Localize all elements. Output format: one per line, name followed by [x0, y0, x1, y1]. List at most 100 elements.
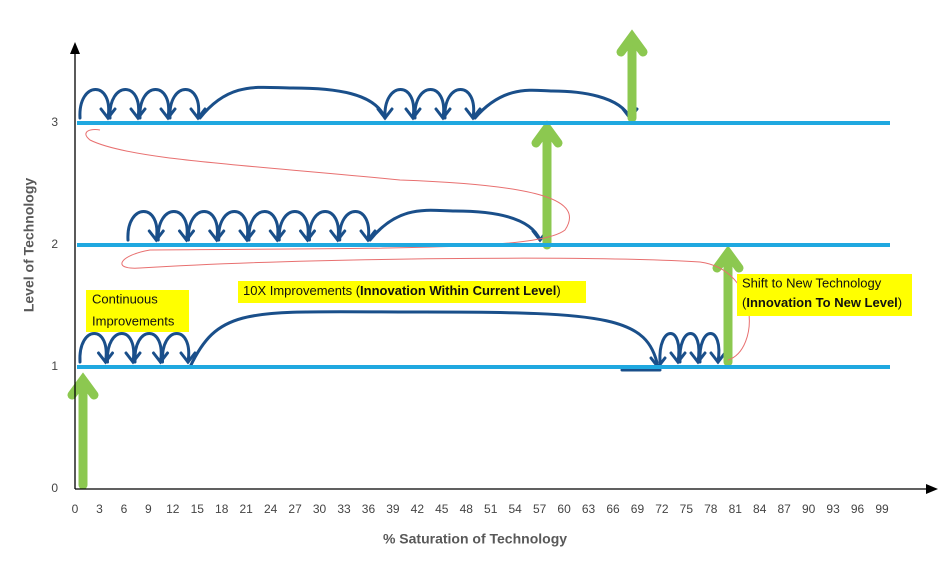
x-tick-label: 90	[802, 502, 816, 516]
arrow	[473, 88, 632, 120]
arrow	[186, 210, 219, 242]
x-tick-label: 66	[606, 502, 620, 516]
x-tick-label: 15	[191, 502, 205, 516]
x-tick-label: 24	[264, 502, 278, 516]
x-tick-label: 42	[411, 502, 425, 516]
arrow	[307, 210, 340, 242]
x-tick-label: 12	[166, 502, 180, 516]
arrow	[413, 88, 446, 120]
annotation-part: Innovation To New Level	[746, 295, 897, 310]
x-tick-label: 75	[680, 502, 694, 516]
annotation: Shift to New Technology	[742, 275, 882, 290]
arrow	[268, 229, 286, 243]
x-tick-label: 84	[753, 502, 767, 516]
arrow	[124, 351, 142, 365]
y-axis-arrow	[70, 42, 80, 54]
x-tick-label: 9	[145, 502, 152, 516]
arrow	[669, 351, 687, 365]
y-tick-label: 0	[51, 481, 58, 495]
x-tick-label: 39	[386, 502, 400, 516]
arrow	[247, 210, 280, 242]
arrow	[368, 208, 542, 242]
y-tick-label: 3	[51, 115, 58, 129]
x-tick-label: 81	[729, 502, 743, 516]
x-axis-title: % Saturation of Technology	[383, 531, 567, 547]
arrow	[383, 88, 416, 120]
y-tick-label: 1	[51, 359, 58, 373]
arrow	[105, 332, 136, 364]
x-tick-label: 57	[533, 502, 547, 516]
arrow	[359, 229, 377, 243]
arrow	[78, 332, 108, 364]
arrow	[108, 88, 141, 120]
arrow	[97, 351, 114, 365]
arrow	[531, 120, 563, 148]
x-tick-label: 93	[826, 502, 840, 516]
arrow	[616, 29, 648, 57]
arrow	[709, 351, 727, 365]
arrow	[329, 229, 347, 243]
arrow	[689, 351, 707, 365]
x-tick-label: 69	[631, 502, 645, 516]
highlight	[86, 290, 189, 332]
x-tick-label: 54	[509, 502, 523, 516]
arrow	[85, 129, 750, 361]
y-axis-title: Level of Technology	[21, 178, 37, 313]
arrow	[147, 229, 165, 243]
arrow	[208, 229, 226, 243]
arrow	[712, 245, 744, 273]
x-tick-label: 48	[460, 502, 474, 516]
arrow	[217, 210, 250, 242]
arrow	[126, 210, 159, 242]
x-axis-arrow	[926, 484, 938, 494]
arrow	[129, 107, 147, 121]
x-tick-label: 87	[778, 502, 792, 516]
arrow	[168, 88, 201, 120]
arrow	[179, 351, 197, 365]
x-tick-label: 18	[215, 502, 229, 516]
arrow	[464, 107, 482, 121]
x-tick-label: 6	[121, 502, 128, 516]
x-tick-label: 33	[337, 502, 351, 516]
arrow	[404, 107, 422, 121]
y-tick-label: 2	[51, 237, 58, 251]
annotation-part: Innovation Within Current Level	[360, 283, 556, 298]
annotation-part: (	[742, 295, 747, 310]
arrow	[277, 210, 310, 242]
arrow	[178, 229, 195, 243]
arrow	[238, 229, 256, 243]
arrow	[78, 88, 111, 120]
x-tick-label: 0	[72, 502, 79, 516]
arrow	[434, 107, 452, 121]
x-tick-label: 99	[875, 502, 889, 516]
annotation: (Innovation To New Level)	[742, 295, 902, 310]
x-tick-label: 72	[655, 502, 669, 516]
x-tick-label: 60	[557, 502, 571, 516]
x-tick-label: 63	[582, 502, 596, 516]
annotation-part: 10X Improvements (	[243, 283, 361, 298]
x-tick-label: 30	[313, 502, 327, 516]
x-tick-label: 45	[435, 502, 449, 516]
arrow	[67, 372, 99, 400]
x-tick-label: 96	[851, 502, 865, 516]
arrow	[189, 107, 207, 121]
arrow	[338, 210, 371, 242]
highlight	[238, 281, 586, 303]
arrow	[138, 88, 171, 120]
annotation-arrows	[67, 29, 750, 490]
arrow	[443, 88, 476, 120]
annotation-part: )	[556, 283, 560, 298]
x-tick-label: 36	[362, 502, 376, 516]
arrow	[698, 332, 721, 364]
annotation: Continuous	[92, 291, 158, 306]
arrow	[160, 332, 191, 364]
x-tick-label: 3	[96, 502, 103, 516]
arrow	[299, 229, 316, 243]
arrow	[152, 351, 169, 365]
highlight	[737, 274, 912, 316]
annotation: 10X Improvements (Innovation Within Curr…	[243, 283, 561, 298]
x-tick-label: 78	[704, 502, 718, 516]
arrow	[159, 107, 177, 121]
arrow	[188, 310, 660, 369]
